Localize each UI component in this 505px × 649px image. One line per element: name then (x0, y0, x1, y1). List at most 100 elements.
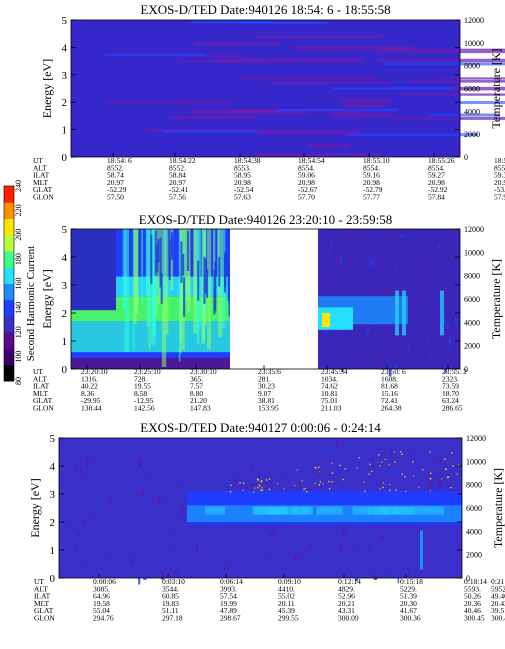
heatmap-speck (414, 470, 418, 473)
y2-tick-label: 8000 (464, 62, 480, 71)
table-row-label: GLON (34, 614, 55, 623)
table-cell: 7.57 (190, 382, 203, 391)
heatmap-speck (305, 566, 309, 573)
table-cell: 18:55:10 (363, 156, 390, 165)
y-tick-label: 5 (62, 224, 68, 236)
table-cell: 211.03 (321, 404, 342, 413)
heatmap-dot (440, 478, 443, 480)
y-tick-label: 3 (62, 280, 68, 292)
heatmap-spot (276, 506, 300, 515)
table-cell: 20.21 (338, 599, 355, 608)
heatmap-speck (181, 505, 184, 515)
table-cell: -29.95 (81, 396, 101, 405)
heatmap-speck (178, 563, 182, 567)
y2-tick-label: 2000 (464, 342, 480, 351)
heatmap-speck (391, 448, 393, 455)
heatmap-speck (442, 334, 446, 340)
heatmap-dot (358, 457, 360, 459)
heatmap-speck (448, 338, 451, 349)
heatmap-speck (74, 546, 76, 555)
table-cell: 59.06 (298, 171, 315, 180)
heatmap-streak (156, 244, 159, 273)
table-cell: 138.44 (81, 404, 102, 413)
table-cell: 18:54:38 (234, 156, 261, 165)
heatmap-dot (319, 481, 322, 483)
colorbar-segment (4, 332, 14, 349)
heatmap-speck (108, 467, 111, 473)
heatmap-spot (291, 506, 310, 515)
table-row-label: MLT (33, 389, 49, 398)
y2-tick-label: 10000 (464, 39, 484, 48)
y2-tick-label: 6000 (466, 504, 482, 513)
heatmap-speck (394, 468, 398, 476)
table-cell: 3993. (220, 584, 237, 593)
heatmap-speck (429, 352, 432, 358)
y2-axis-label: Temperature [K] (489, 48, 503, 128)
heatmap-streak (168, 240, 171, 281)
table-cell: 40.22 (81, 382, 98, 391)
heatmap-speck (69, 522, 71, 529)
plot-frame (70, 19, 461, 158)
heatmap-speck (444, 314, 446, 324)
heatmap-streak (428, 113, 500, 117)
colorbar-segment (4, 267, 14, 284)
heatmap-streak (253, 35, 382, 39)
table-cell: 300.41 (491, 614, 505, 623)
heatmap-streak (182, 253, 185, 276)
table-row-label: ALT (33, 163, 47, 172)
heatmap-streak (203, 256, 206, 304)
colorbar: 80 100 120 140 160 180 200 220 240 Second Harmoni… (3, 180, 37, 385)
y-tick-label: 1 (50, 545, 56, 557)
heatmap-speck (157, 495, 161, 503)
heatmap-speck (450, 330, 453, 334)
heatmap-speck (82, 561, 84, 566)
heatmap-speck (186, 526, 188, 532)
colorbar-tick-label: 180 (14, 253, 23, 265)
table-cell: 19.58 (93, 599, 110, 608)
table-cell: 20.36 (464, 599, 481, 608)
heatmap-speck (369, 554, 372, 563)
heatmap-dot (371, 470, 373, 473)
heatmap-dot (446, 476, 449, 478)
heatmap-speck (213, 558, 215, 568)
panel-2: EXOS-D/TED Date:940126 23:20:10 - 23:59:… (0, 212, 503, 413)
heatmap-speck (316, 556, 319, 565)
heatmap-dot (253, 491, 255, 493)
table-cell: 51.39 (400, 592, 417, 601)
heatmap-streak (392, 116, 505, 120)
table-cell: 264.38 (381, 404, 402, 413)
y2-tick-label: 4000 (464, 107, 480, 116)
heatmap-streak (308, 144, 350, 149)
table-cell: 18:55:26 (428, 156, 455, 165)
heatmap-speck (369, 258, 372, 268)
heatmap-streak (212, 229, 216, 289)
heatmap-streak (157, 239, 160, 263)
table-cell: 8554. (298, 163, 315, 172)
table-row-label: ALT (34, 584, 48, 593)
table-cell: 3544. (162, 584, 179, 593)
heatmap-dot (258, 484, 261, 486)
table-cell: 55.02 (278, 592, 295, 601)
table-cell: -12.95 (134, 396, 154, 405)
colorbar-tick-label: 220 (14, 204, 23, 216)
heatmap-speck (169, 479, 172, 488)
y2-tick-label: 12000 (464, 16, 484, 25)
heatmap-speck (449, 230, 453, 234)
heatmap-speck (337, 484, 341, 489)
heatmap-dot (378, 454, 380, 456)
heatmap-speck (443, 287, 447, 291)
heatmap-streak (106, 100, 230, 104)
table-cell: 20.98 (234, 178, 251, 187)
table-cell: 2323. (442, 374, 459, 383)
heatmap-speck (252, 464, 254, 473)
heatmap-dot (319, 471, 321, 473)
heatmap-speck (377, 458, 379, 465)
heatmap-streak (183, 277, 186, 317)
heatmap-dot (456, 473, 458, 475)
heatmap-streak (379, 58, 505, 63)
heatmap-speck (59, 568, 62, 571)
heatmap-dot (418, 486, 420, 488)
heatmap-speck (229, 567, 231, 573)
heatmap-streak (180, 59, 271, 62)
